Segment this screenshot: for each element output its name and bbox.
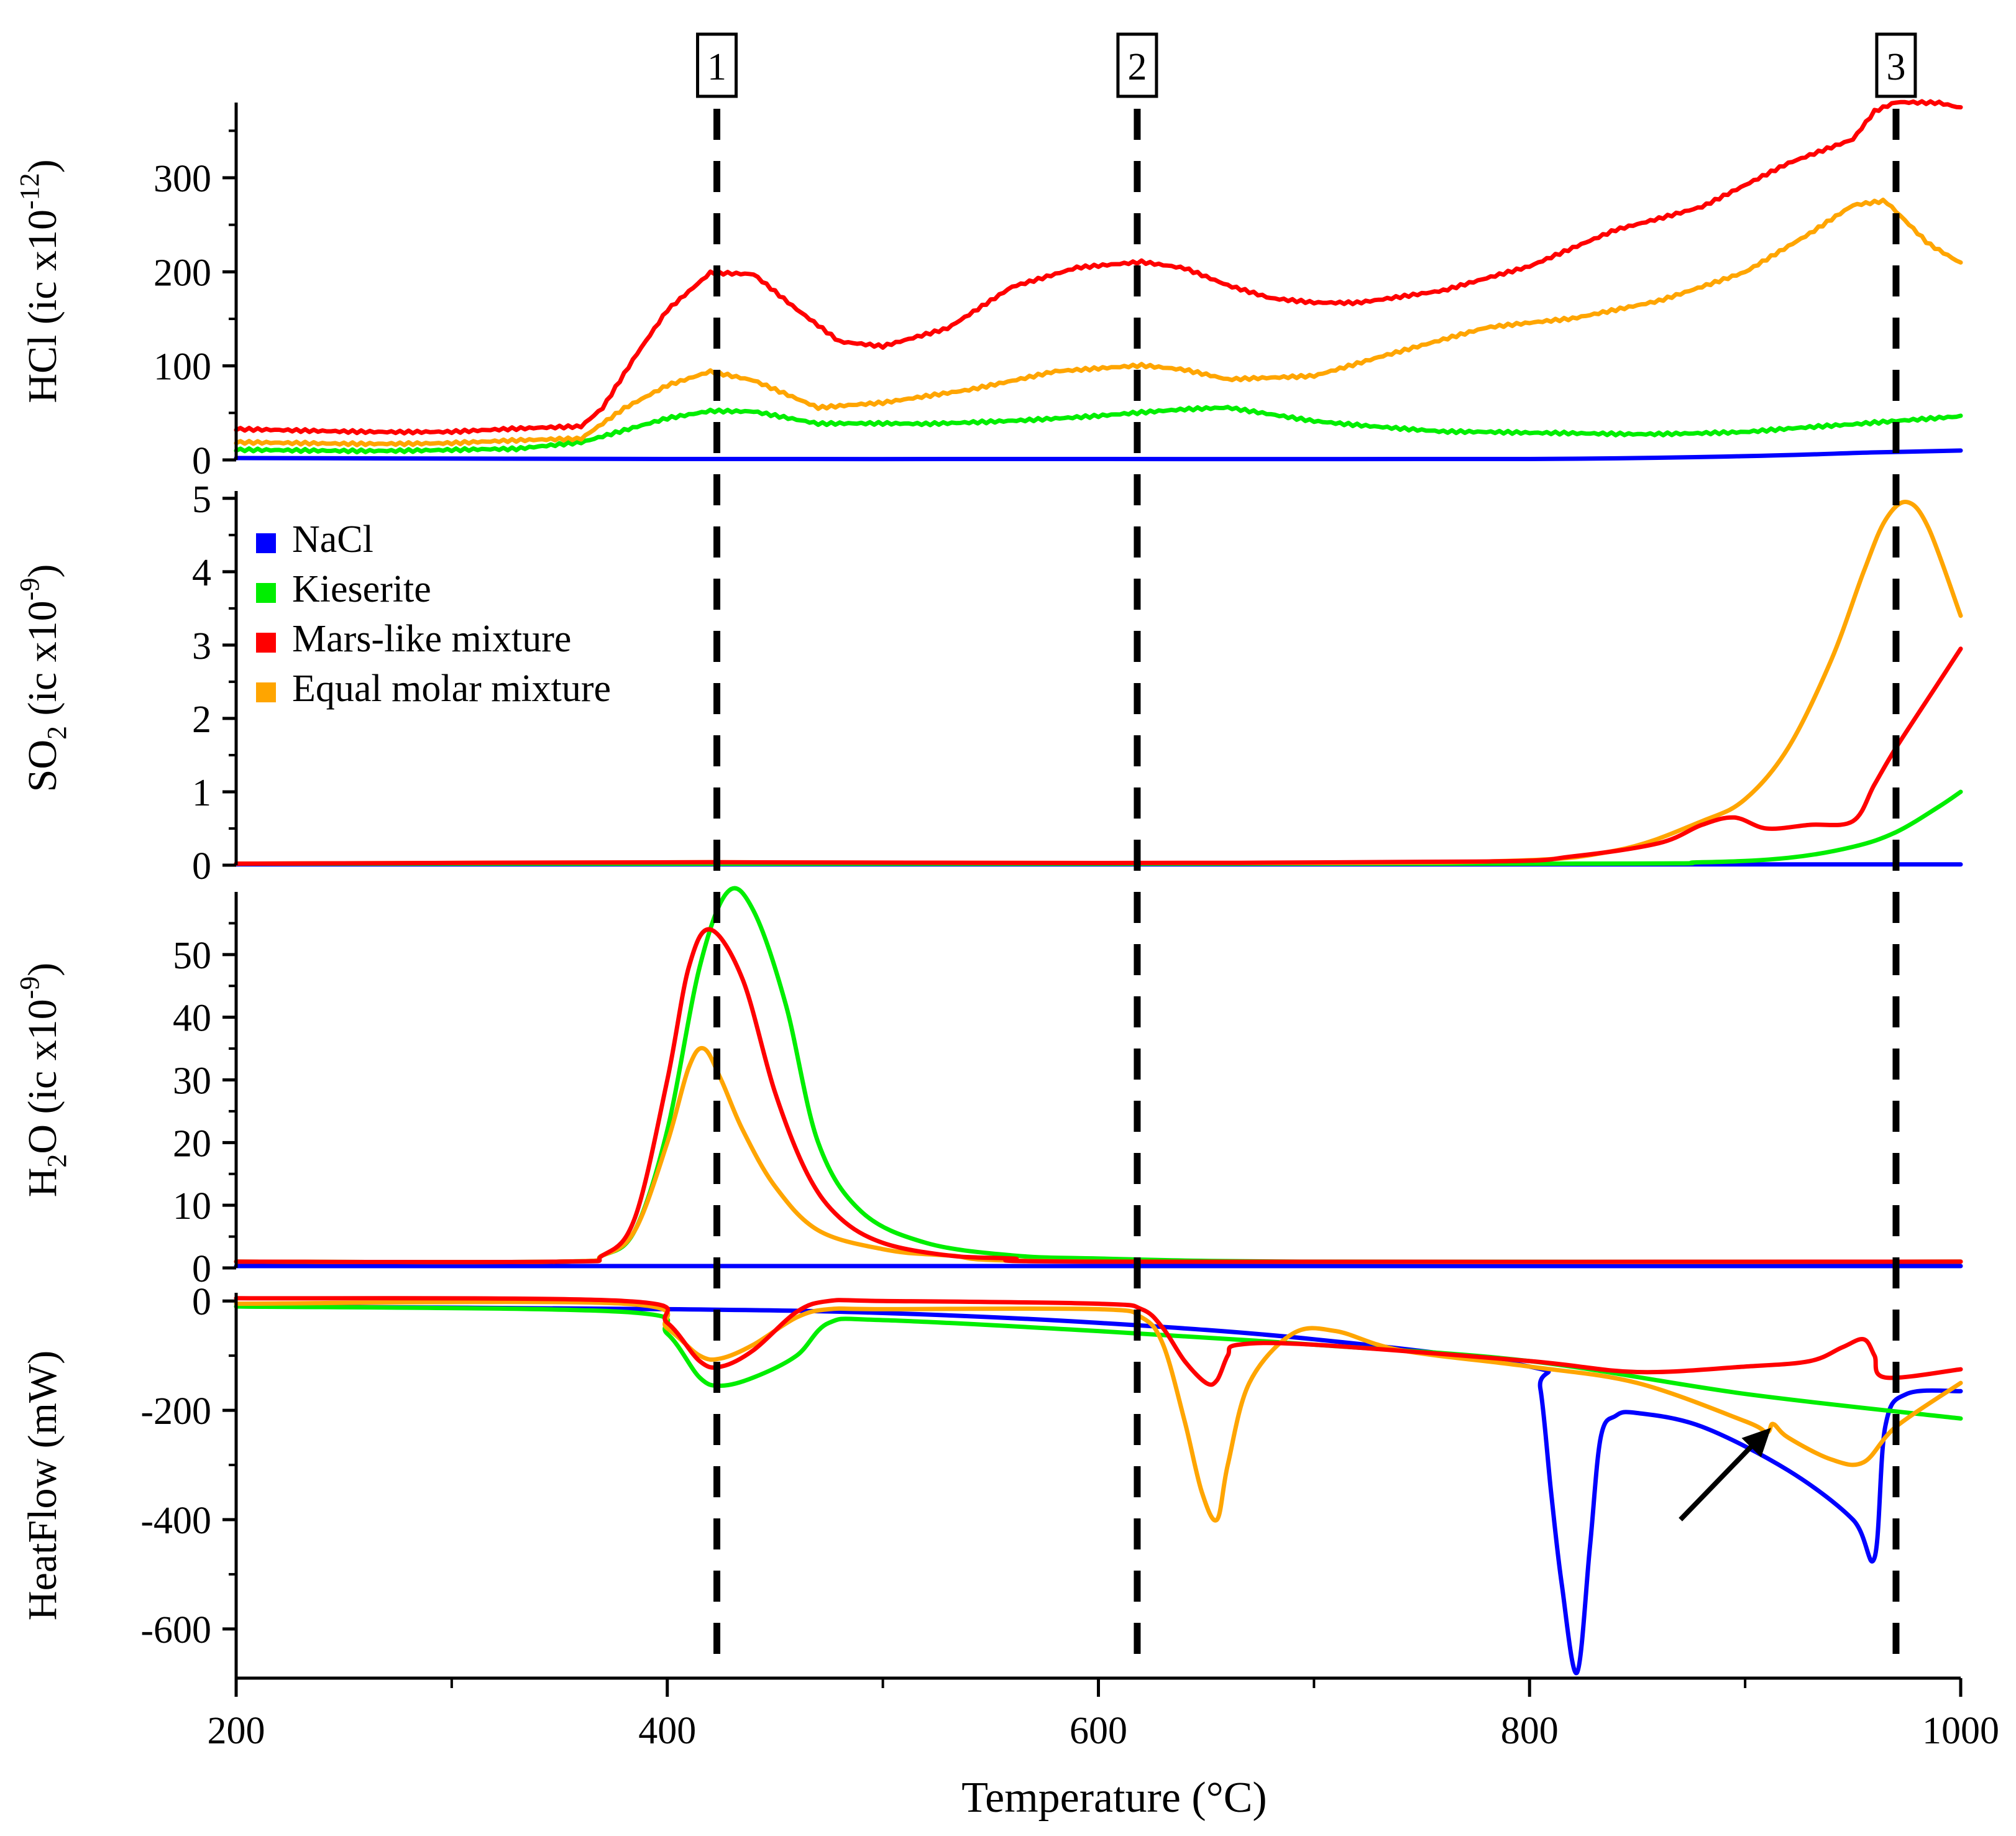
- series-line-so2-mars-like-mixture: [234, 646, 1963, 866]
- x-tick-label: 1000: [1922, 1710, 1999, 1752]
- y-title-text: HeatFlow (mW): [20, 1351, 65, 1620]
- y-title-text: (ic x10: [20, 600, 65, 726]
- marker-label-2: 2: [1127, 46, 1147, 88]
- marker-box-1: [696, 32, 738, 98]
- y-tick-label: 0: [192, 845, 211, 888]
- y-title-subscript: 2: [42, 1154, 72, 1168]
- y-tick-label: -200: [140, 1390, 211, 1433]
- series-line-h2o-equal-molar-mixture: [234, 1045, 1963, 1265]
- y-tick-label: 2: [192, 699, 211, 741]
- y-title-superscript: -9: [14, 976, 45, 999]
- y-tick-label: 300: [153, 158, 211, 200]
- y-title-subscript: 2: [42, 726, 72, 740]
- legend-label: Mars-like mixture: [292, 618, 571, 660]
- markers-layer: 1 2 3: [696, 32, 1917, 1675]
- panel-heatflow: [234, 1296, 1963, 1676]
- y-tick-label: 50: [173, 935, 211, 977]
- y-title-superscript: -12: [14, 173, 45, 209]
- x-tick-label: 800: [1501, 1710, 1559, 1752]
- y-axis-title-h2o: H2O (ic x10-9): [14, 963, 72, 1198]
- legend-label: NaCl: [292, 518, 373, 561]
- y-tick-label: 5: [192, 479, 211, 521]
- series-line-heatflow-mars-like-mixture: [234, 1296, 1963, 1387]
- y-tick-label: 3: [192, 625, 211, 668]
- series-line-hcl-kieserite: [234, 405, 1963, 455]
- legend-swatch: [256, 533, 276, 553]
- y-tick-label: 200: [153, 252, 211, 294]
- y-title-text: ): [20, 963, 65, 976]
- y-tick-label: 100: [153, 346, 211, 388]
- y-tick-label: 0: [192, 1281, 211, 1323]
- series-line-hcl-mars-like-mixture: [234, 99, 1963, 436]
- series-line-h2o-kieserite: [234, 886, 1963, 1265]
- y-tick-label: 0: [192, 1248, 211, 1290]
- y-title-superscript: -9: [14, 578, 45, 601]
- annotation-arrow-shaft: [1679, 1438, 1759, 1522]
- legend-swatch: [256, 633, 276, 653]
- series-lines-layer: [234, 99, 1963, 1676]
- annotation-arrow-head: [1741, 1428, 1771, 1457]
- panel-h2o: [234, 886, 1963, 1269]
- marker-label-3: 3: [1886, 46, 1905, 88]
- marker-box-2: [1116, 32, 1158, 98]
- marker-label-1: 1: [707, 46, 726, 88]
- y-tick-label: 10: [173, 1185, 211, 1228]
- marker-box-3: [1875, 32, 1917, 98]
- y-title-text: SO: [20, 740, 65, 792]
- y-tick-label: 4: [192, 552, 211, 594]
- legend-label: Kieserite: [292, 568, 431, 610]
- series-line-hcl-nacl: [234, 448, 1963, 462]
- panel-so2: [234, 500, 1963, 867]
- x-tick-label: 600: [1070, 1710, 1127, 1752]
- y-tick-label: 30: [173, 1060, 211, 1103]
- series-line-h2o-mars-like-mixture: [234, 927, 1963, 1265]
- series-line-heatflow-nacl: [234, 1304, 1963, 1676]
- legend-swatch: [256, 682, 276, 702]
- panel-hcl: [234, 99, 1963, 462]
- y-title-text: HCl (ic x10: [20, 209, 65, 403]
- y-title-text: H: [20, 1168, 65, 1198]
- y-tick-label: 20: [173, 1122, 211, 1165]
- y-tick-label: 1: [192, 772, 211, 814]
- y-title-text: ): [20, 564, 65, 578]
- y-axis-title-hcl: HCl (ic x10-12): [14, 159, 65, 403]
- y-title-text: O (ic x10: [20, 999, 65, 1154]
- y-tick-label: 40: [173, 998, 211, 1040]
- x-tick-label: 400: [638, 1710, 696, 1752]
- y-tick-label: -400: [140, 1500, 211, 1542]
- legend: NaCl Kieserite Mars-like mixture Equal mola…: [256, 518, 611, 710]
- y-axis-title-so2: SO2 (ic x10-9): [14, 564, 72, 792]
- legend-label: Equal molar mixture: [292, 668, 611, 710]
- x-axis-title: Temperature (°C): [961, 1774, 1267, 1822]
- series-line-heatflow-equal-molar-mixture: [234, 1300, 1963, 1523]
- y-tick-label: -600: [140, 1609, 211, 1651]
- y-tick-label: 0: [192, 440, 211, 482]
- legend-swatch: [256, 583, 276, 603]
- series-line-hcl-equal-molar-mixture: [234, 198, 1963, 448]
- y-title-text: ): [20, 159, 65, 173]
- x-tick-label: 200: [208, 1710, 265, 1752]
- y-axis-title-heatflow: HeatFlow (mW): [20, 1351, 65, 1620]
- series-line-so2-kieserite: [234, 789, 1963, 866]
